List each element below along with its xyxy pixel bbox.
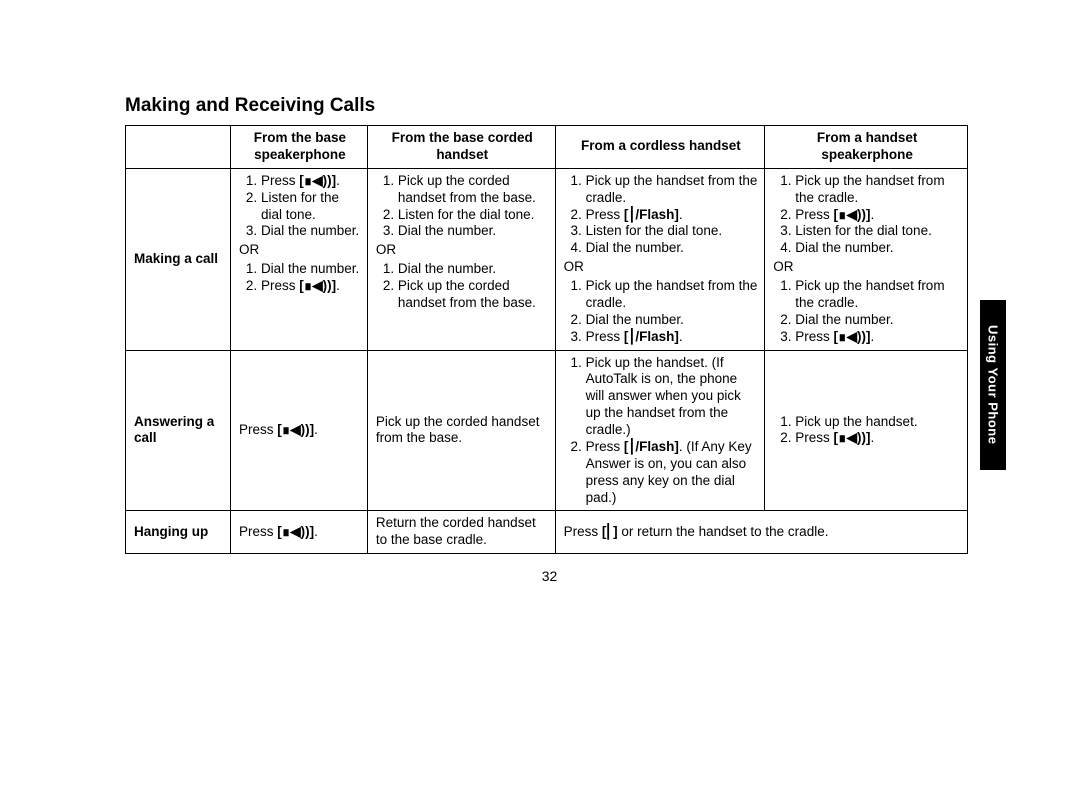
txt: Press	[261, 173, 299, 188]
or-text: OR	[564, 259, 759, 276]
table-row-making: Making a call Press [∎◀))]. Listen for t…	[126, 168, 968, 350]
speaker-icon: [∎◀))]	[834, 207, 871, 224]
txt: Pick up the handset from the cradle.	[795, 173, 961, 207]
txt: Press	[795, 207, 833, 222]
txt: Press	[795, 430, 833, 445]
txt: Pick up the handset from the cradle.	[586, 278, 759, 312]
or-text: OR	[773, 259, 961, 276]
col-header-cordless: From a cordless handset	[555, 126, 765, 169]
txt: .	[336, 173, 340, 188]
blank-header	[126, 126, 231, 169]
row-label-making: Making a call	[126, 168, 231, 350]
row-label-answering: Answering a call	[126, 350, 231, 511]
flash-icon: [⎮/Flash]	[624, 329, 679, 346]
table-row-hanging: Hanging up Press [∎◀))]. Return the cord…	[126, 511, 968, 554]
txt: Press	[239, 422, 277, 437]
or-text: OR	[376, 242, 549, 259]
answering-cordless: Pick up the handset. (If AutoTalk is on,…	[555, 350, 765, 511]
making-handset-speaker: Pick up the handset from the cradle. Pre…	[765, 168, 968, 350]
making-base-corded: Pick up the corded handset from the base…	[367, 168, 555, 350]
txt: Dial the number.	[398, 223, 549, 240]
txt: Pick up the corded handset from the base…	[398, 173, 549, 207]
txt: Press	[795, 329, 833, 344]
or-text: OR	[239, 242, 361, 259]
txt: Listen for the dial tone.	[261, 190, 361, 224]
making-base-speaker: Press [∎◀))]. Listen for the dial tone. …	[230, 168, 367, 350]
col-header-handset-speaker: From a handset speakerphone	[765, 126, 968, 169]
txt: Listen for the dial tone.	[586, 223, 759, 240]
txt: Press	[239, 524, 277, 539]
txt: Listen for the dial tone.	[398, 207, 549, 224]
speaker-icon: [∎◀))]	[299, 173, 336, 190]
flash-icon: [⎮/Flash]	[624, 207, 679, 224]
txt: .	[679, 207, 683, 222]
txt: Dial the number.	[795, 240, 961, 257]
speaker-icon: [∎◀))]	[834, 430, 871, 447]
page-title: Making and Receiving Calls	[125, 95, 974, 117]
calls-table: From the base speakerphone From the base…	[125, 125, 968, 554]
flash-icon: [⎮/Flash]	[624, 439, 679, 456]
speaker-icon: [∎◀))]	[277, 422, 314, 439]
page-number: 32	[125, 568, 974, 584]
txt: .	[870, 207, 874, 222]
txt: .	[870, 329, 874, 344]
answering-base-corded: Pick up the corded handset from the base…	[367, 350, 555, 511]
txt: or return the handset to the cradle.	[618, 524, 829, 539]
hanging-cordless-and-speaker: Press [⎜] or return the handset to the c…	[555, 511, 967, 554]
hanging-base-speaker: Press [∎◀))].	[230, 511, 367, 554]
table-row-answering: Answering a call Press [∎◀))]. Pick up t…	[126, 350, 968, 511]
txt: Press	[586, 439, 624, 454]
txt: Listen for the dial tone.	[795, 223, 961, 240]
speaker-icon: [∎◀))]	[834, 329, 871, 346]
txt: Pick up the handset from the cradle.	[795, 278, 961, 312]
txt: .	[870, 430, 874, 445]
txt: Press	[586, 207, 624, 222]
txt: Dial the number.	[586, 240, 759, 257]
txt: Pick up the handset from the cradle.	[586, 173, 759, 207]
col-header-base-corded: From the base corded handset	[367, 126, 555, 169]
txt: Dial the number.	[795, 312, 961, 329]
txt: .	[314, 524, 318, 539]
txt: .	[679, 329, 683, 344]
txt: Dial the number.	[261, 223, 361, 240]
answering-handset-speaker: Pick up the handset. Press [∎◀))].	[765, 350, 968, 511]
col-header-base-speaker: From the base speakerphone	[230, 126, 367, 169]
txt: Dial the number.	[261, 261, 361, 278]
speaker-icon: [∎◀))]	[277, 524, 314, 541]
txt: Pick up the handset.	[795, 414, 961, 431]
speaker-icon: [∎◀))]	[299, 278, 336, 295]
side-tab: Using Your Phone	[980, 300, 1006, 470]
end-icon: [⎜]	[602, 524, 618, 541]
txt: .	[336, 278, 340, 293]
txt: Dial the number.	[398, 261, 549, 278]
making-cordless: Pick up the handset from the cradle. Pre…	[555, 168, 765, 350]
txt: Press	[564, 524, 602, 539]
txt: Pick up the corded handset from the base…	[398, 278, 549, 312]
hanging-base-corded: Return the corded handset to the base cr…	[367, 511, 555, 554]
txt: .	[314, 422, 318, 437]
txt: Pick up the handset. (If AutoTalk is on,…	[586, 355, 759, 439]
txt: Press	[586, 329, 624, 344]
txt: Press	[261, 278, 299, 293]
txt: Dial the number.	[586, 312, 759, 329]
answering-base-speaker: Press [∎◀))].	[230, 350, 367, 511]
row-label-hanging: Hanging up	[126, 511, 231, 554]
